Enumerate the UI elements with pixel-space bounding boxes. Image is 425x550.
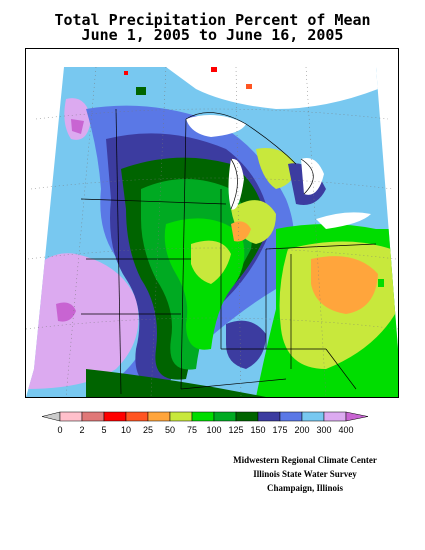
- legend-label: 10: [120, 425, 131, 435]
- legend-label: 0: [57, 425, 63, 435]
- legend-swatch: [279, 411, 303, 422]
- precipitation-map: [25, 48, 399, 398]
- legend-label: 50: [164, 425, 175, 435]
- legend-label: 200: [294, 425, 310, 435]
- legend-label: 2: [79, 425, 85, 435]
- legend-swatch: [169, 411, 193, 422]
- legend-label: 175: [272, 425, 288, 435]
- legend-swatch: [147, 411, 171, 422]
- legend-swatch: [301, 411, 325, 422]
- map-title: Total Precipitation Percent of Mean: [54, 11, 371, 29]
- credit-location: Champaign, Illinois: [266, 483, 344, 493]
- legend-swatch: [235, 411, 259, 422]
- legend-label: 75: [186, 425, 197, 435]
- color-legend: 0 2 5 10 25 50 75 100 125 150 175 200 300 400: [38, 410, 384, 440]
- legend-label: 150: [250, 425, 266, 435]
- legend-swatch: [191, 411, 215, 422]
- legend-label: 300: [316, 425, 332, 435]
- legend-swatch: [59, 411, 83, 422]
- legend-swatch: [125, 411, 149, 422]
- legend-label: 100: [206, 425, 222, 435]
- legend-colorbar: [41, 411, 369, 422]
- legend-label: 5: [101, 425, 107, 435]
- legend-swatch: [103, 411, 127, 422]
- map-date-range: June 1, 2005 to June 16, 2005: [81, 26, 344, 44]
- legend-arrow-low: [41, 411, 61, 422]
- legend-swatch: [257, 411, 281, 422]
- legend-label: 125: [228, 425, 244, 435]
- legend-swatch: [213, 411, 237, 422]
- credit-agency: Illinois State Water Survey: [253, 469, 357, 479]
- legend-arrow-high: [345, 411, 369, 422]
- legend-swatch: [81, 411, 105, 422]
- precipitation-map-graphic: [26, 66, 398, 397]
- legend-label: 25: [142, 425, 153, 435]
- credit-organization: Midwestern Regional Climate Center: [233, 455, 377, 465]
- legend-label: 400: [338, 425, 354, 435]
- legend-swatch: [323, 411, 347, 422]
